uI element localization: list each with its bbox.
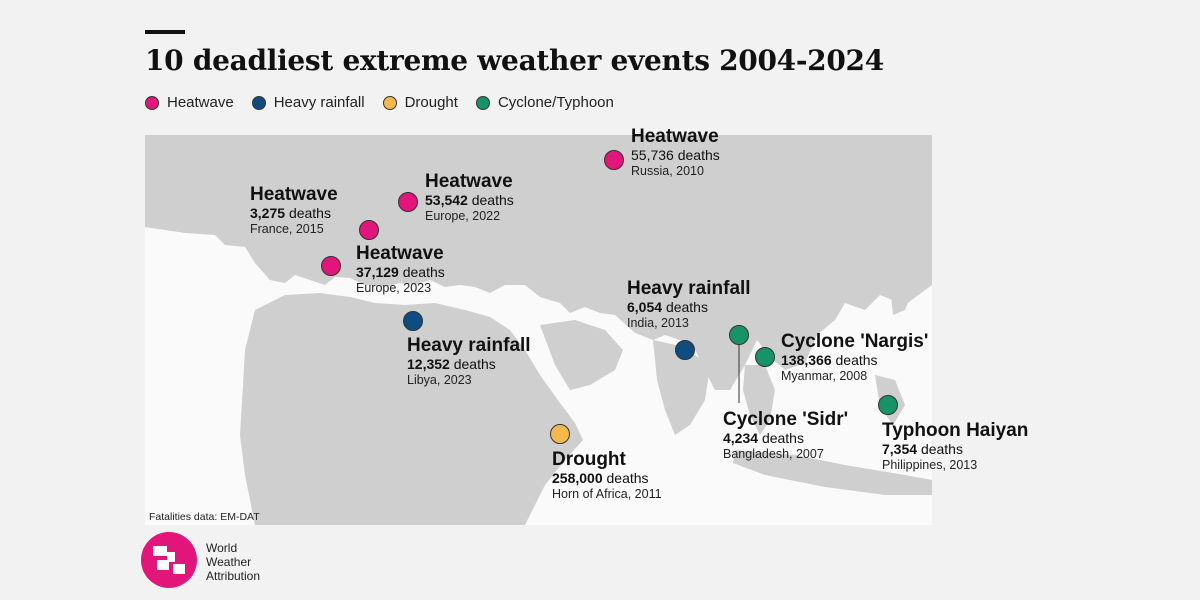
label-rainfall-libya: Heavy rainfall 12,352 deaths Libya, 2023 xyxy=(407,336,531,388)
label-heatwave-russia: Heatwave 55,736 deaths Russia, 2010 xyxy=(631,127,720,179)
event-deaths: 7,354 deaths xyxy=(882,441,1028,458)
event-title: Heavy rainfall xyxy=(627,278,751,299)
deaths-word: deaths xyxy=(920,441,963,457)
deaths-word: deaths xyxy=(761,430,804,446)
deaths-value: 6,054 xyxy=(627,299,663,315)
event-deaths: 37,129 deaths xyxy=(356,264,445,281)
logo-text: World Weather Attribution xyxy=(206,541,260,583)
event-deaths: 4,234 deaths xyxy=(723,430,848,447)
event-deaths: 138,366 deaths xyxy=(781,352,928,369)
marker-rainfall-india[interactable] xyxy=(675,340,695,360)
event-place: Russia, 2010 xyxy=(631,164,704,178)
legend-label: Heavy rainfall xyxy=(273,94,365,111)
wwa-logo-icon xyxy=(141,532,197,588)
deaths-word: deaths xyxy=(606,470,649,486)
deaths-value: 37,129 xyxy=(356,264,399,280)
legend-label: Heatwave xyxy=(167,94,234,111)
marker-rainfall-libya[interactable] xyxy=(403,311,423,331)
legend-cyclone-dot-icon xyxy=(475,95,490,110)
event-place: India, 2013 xyxy=(627,316,689,330)
marker-heatwave-russia[interactable] xyxy=(604,150,624,170)
label-typhoon-haiyan: Typhoon Haiyan 7,354 deaths Philippines,… xyxy=(882,421,1028,473)
legend-item-heavy-rainfall: Heavy rainfall xyxy=(251,94,365,111)
logo-line: Weather xyxy=(206,555,252,569)
marker-drought-horn-of-africa[interactable] xyxy=(550,424,570,444)
deaths-word: deaths xyxy=(288,205,331,221)
deaths-word: deaths xyxy=(471,192,514,208)
deaths-word: deaths xyxy=(677,147,720,163)
label-heatwave-france: Heatwave 3,275 deaths France, 2015 xyxy=(250,185,338,237)
marker-heatwave-france[interactable] xyxy=(359,220,379,240)
label-heatwave-europe-2022: Heatwave 53,542 deaths Europe, 2022 xyxy=(425,172,514,224)
event-deaths: 55,736 deaths xyxy=(631,147,720,164)
deaths-value: 138,366 xyxy=(781,352,832,368)
sidr-leader-line xyxy=(738,345,740,403)
label-cyclone-nargis: Cyclone 'Nargis' 138,366 deaths Myanmar,… xyxy=(781,332,928,384)
event-place: Philippines, 2013 xyxy=(882,458,978,472)
legend-item-cyclone: Cyclone/Typhoon xyxy=(475,94,614,111)
marker-cyclone-myanmar[interactable] xyxy=(755,347,775,367)
event-title: Cyclone 'Sidr' xyxy=(723,409,849,430)
legend-rainfall-dot-icon xyxy=(251,95,266,110)
event-place: Bangladesh, 2007 xyxy=(723,447,824,461)
event-place: France, 2015 xyxy=(250,222,324,236)
deaths-word: deaths xyxy=(835,352,878,368)
logo-line: Attribution xyxy=(206,569,261,583)
event-title: Drought xyxy=(552,449,626,470)
deaths-value: 53,542 xyxy=(425,192,468,208)
event-title: Heatwave xyxy=(631,126,719,147)
event-deaths: 3,275 deaths xyxy=(250,205,338,222)
deaths-word: deaths xyxy=(453,356,496,372)
marker-typhoon-philippines[interactable] xyxy=(878,395,898,415)
deaths-value: 55,736 xyxy=(631,147,674,163)
event-deaths: 53,542 deaths xyxy=(425,192,514,209)
event-place: Horn of Africa, 2011 xyxy=(552,487,662,501)
label-cyclone-sidr: Cyclone 'Sidr' 4,234 deaths Bangladesh, … xyxy=(723,410,848,462)
deaths-word: deaths xyxy=(665,299,708,315)
deaths-value: 12,352 xyxy=(407,356,450,372)
label-heatwave-europe-2023: Heatwave 37,129 deaths Europe, 2023 xyxy=(356,244,445,296)
event-deaths: 6,054 deaths xyxy=(627,299,751,316)
event-title: Heavy rainfall xyxy=(407,335,531,356)
label-drought: Drought 258,000 deaths Horn of Africa, 2… xyxy=(552,450,662,502)
deaths-word: deaths xyxy=(402,264,445,280)
legend-label: Cyclone/Typhoon xyxy=(497,94,614,111)
event-title: Heatwave xyxy=(250,184,338,205)
event-place: Europe, 2023 xyxy=(356,281,432,295)
legend: Heatwave Heavy rainfall Drought Cyclone/… xyxy=(145,94,632,111)
event-place: Europe, 2022 xyxy=(425,209,501,223)
deaths-value: 3,275 xyxy=(250,205,286,221)
event-title: Cyclone 'Nargis' xyxy=(781,331,929,352)
page-title: 10 deadliest extreme weather events 2004… xyxy=(145,44,884,77)
event-title: Heatwave xyxy=(425,171,513,192)
legend-heatwave-dot-icon xyxy=(145,95,159,110)
legend-label: Drought xyxy=(404,94,458,111)
event-title: Heatwave xyxy=(356,243,444,264)
deaths-value: 4,234 xyxy=(723,430,759,446)
marker-heatwave-europe-2022[interactable] xyxy=(398,192,418,212)
event-place: Myanmar, 2008 xyxy=(781,369,868,383)
event-deaths: 12,352 deaths xyxy=(407,356,531,373)
deaths-value: 258,000 xyxy=(552,470,603,486)
event-title: Typhoon Haiyan xyxy=(882,420,1029,441)
world-map xyxy=(145,135,932,525)
marker-heatwave-europe-2023[interactable] xyxy=(321,256,341,276)
legend-item-drought: Drought xyxy=(382,94,458,111)
legend-drought-dot-icon xyxy=(382,95,397,110)
event-place: Libya, 2023 xyxy=(407,373,472,387)
event-deaths: 258,000 deaths xyxy=(552,470,662,487)
marker-cyclone-bangladesh[interactable] xyxy=(729,325,749,345)
legend-item-heatwave: Heatwave xyxy=(145,94,234,111)
logo-line: World xyxy=(206,541,238,555)
label-rainfall-india: Heavy rainfall 6,054 deaths India, 2013 xyxy=(627,279,751,331)
deaths-value: 7,354 xyxy=(882,441,918,457)
title-accent-bar xyxy=(145,30,185,34)
data-source: Fatalities data: EM-DAT xyxy=(149,511,260,523)
